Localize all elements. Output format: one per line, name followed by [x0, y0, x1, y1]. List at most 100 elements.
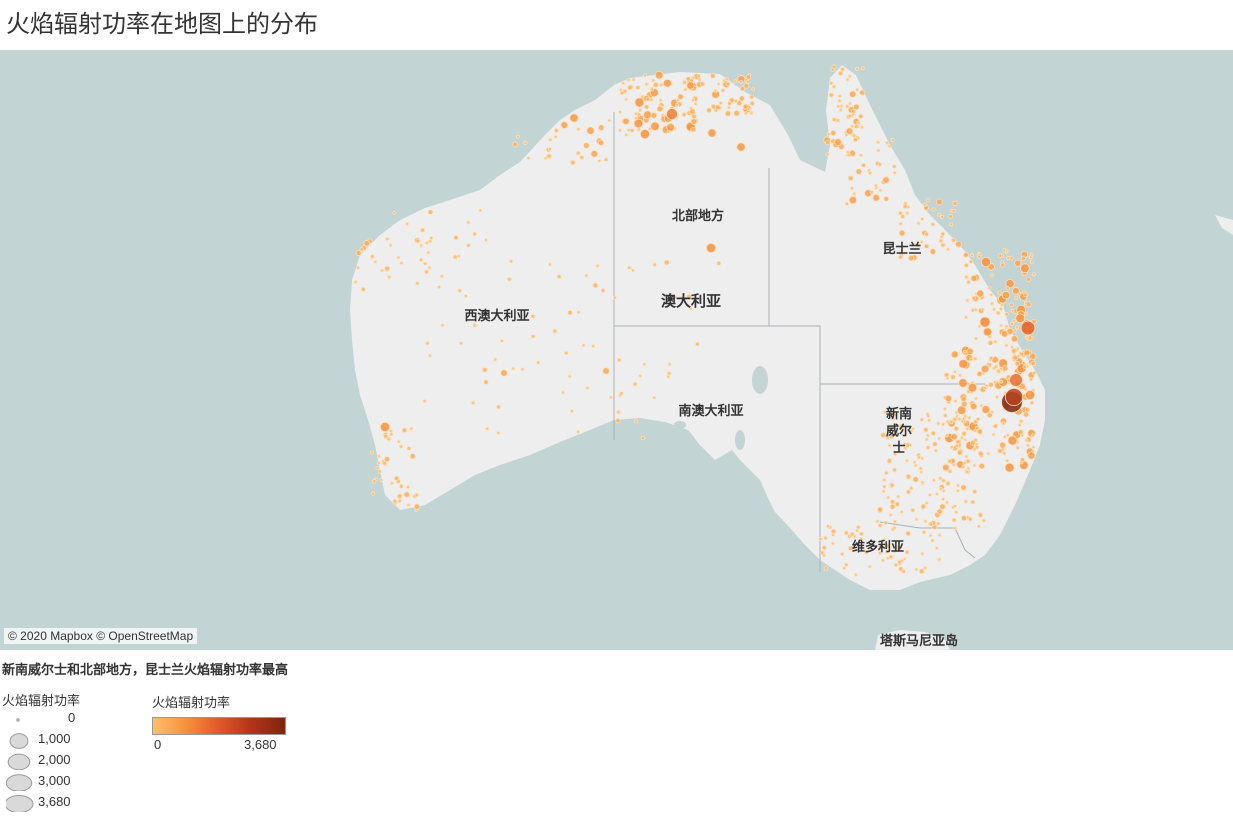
fire-point[interactable] [845, 77, 850, 82]
fire-point[interactable] [736, 100, 743, 107]
fire-point[interactable] [912, 460, 917, 465]
fire-point[interactable] [749, 94, 755, 100]
fire-point[interactable] [884, 549, 889, 554]
fire-point[interactable] [1020, 263, 1030, 274]
fire-point[interactable] [860, 66, 865, 71]
fire-point[interactable] [383, 456, 390, 463]
fire-point[interactable] [849, 531, 855, 537]
fire-point[interactable] [413, 503, 421, 510]
fire-point[interactable] [560, 121, 569, 129]
fire-point[interactable] [686, 293, 692, 300]
fire-point[interactable] [724, 77, 729, 81]
fire-point[interactable] [920, 551, 925, 556]
fire-point[interactable] [877, 162, 882, 167]
fire-point[interactable] [949, 222, 954, 227]
fire-point[interactable] [925, 445, 931, 450]
fire-point[interactable] [1010, 335, 1019, 343]
fire-point[interactable] [989, 292, 994, 297]
fire-point[interactable] [973, 356, 978, 361]
fire-point[interactable] [941, 478, 946, 484]
fire-point[interactable] [458, 341, 463, 346]
fire-point[interactable] [1006, 433, 1010, 438]
fire-point[interactable] [1004, 343, 1009, 348]
fire-point[interactable] [821, 545, 827, 551]
fire-point[interactable] [965, 426, 970, 431]
fire-point[interactable] [403, 491, 411, 498]
fire-point[interactable] [396, 439, 401, 444]
fire-point[interactable] [553, 128, 559, 133]
fire-point[interactable] [950, 433, 958, 441]
fire-point[interactable] [360, 286, 366, 292]
fire-point[interactable] [1029, 400, 1035, 406]
fire-point[interactable] [386, 436, 391, 442]
fire-point[interactable] [905, 473, 912, 480]
fire-point[interactable] [855, 525, 861, 530]
fire-point[interactable] [714, 104, 721, 111]
fire-point[interactable] [380, 268, 384, 273]
fire-point[interactable] [854, 66, 859, 71]
fire-point[interactable] [867, 168, 871, 173]
fire-point[interactable] [954, 414, 959, 419]
fire-point[interactable] [751, 87, 756, 92]
fire-point[interactable] [997, 253, 1003, 258]
fire-point[interactable] [591, 344, 596, 348]
fire-point[interactable] [974, 336, 979, 341]
fire-point[interactable] [1024, 406, 1031, 413]
fire-point[interactable] [867, 564, 872, 569]
fire-point[interactable] [914, 567, 919, 572]
fire-point[interactable] [627, 265, 632, 270]
fire-point[interactable] [934, 546, 939, 551]
fire-point[interactable] [452, 254, 458, 260]
fire-point[interactable] [440, 323, 445, 328]
fire-point[interactable] [923, 243, 930, 249]
fire-point[interactable] [689, 108, 696, 115]
fire-point[interactable] [1002, 451, 1007, 456]
fire-point[interactable] [385, 236, 390, 242]
fire-point[interactable] [864, 549, 869, 555]
fire-point[interactable] [977, 450, 984, 457]
fire-point[interactable] [627, 85, 633, 91]
fire-point[interactable] [905, 211, 910, 216]
fire-point[interactable] [840, 66, 845, 72]
fire-point[interactable] [600, 288, 606, 294]
fire-point[interactable] [1031, 433, 1036, 438]
fire-point[interactable] [831, 84, 837, 89]
fire-point[interactable] [842, 566, 847, 571]
fire-point[interactable] [388, 429, 393, 434]
fire-point[interactable] [958, 378, 968, 388]
fire-point[interactable] [931, 207, 936, 212]
fire-point[interactable] [898, 210, 903, 216]
fire-point[interactable] [643, 73, 648, 78]
fire-point[interactable] [710, 73, 716, 79]
fire-point[interactable] [727, 105, 732, 110]
fire-point[interactable] [883, 195, 890, 202]
fire-point[interactable] [1024, 389, 1036, 401]
fire-point[interactable] [892, 519, 897, 524]
fire-point[interactable] [547, 147, 552, 151]
fire-point[interactable] [631, 268, 635, 273]
fire-point[interactable] [595, 263, 600, 268]
fire-point[interactable] [478, 208, 483, 213]
fire-point[interactable] [683, 87, 688, 92]
fire-point[interactable] [982, 327, 993, 337]
fire-point[interactable] [749, 111, 754, 116]
fire-point[interactable] [1014, 360, 1021, 367]
fire-point[interactable] [615, 417, 621, 424]
fire-point[interactable] [818, 536, 823, 541]
fire-point[interactable] [1014, 259, 1022, 267]
fire-point[interactable] [1005, 279, 1015, 289]
fire-point[interactable] [398, 483, 404, 489]
fire-point[interactable] [745, 79, 750, 84]
fire-point[interactable] [585, 386, 590, 390]
fire-point[interactable] [971, 295, 977, 301]
fire-point[interactable] [406, 485, 411, 490]
fire-point[interactable] [979, 403, 984, 408]
fire-point[interactable] [830, 129, 837, 137]
fire-point[interactable] [968, 259, 974, 264]
fire-point[interactable] [567, 374, 572, 379]
fire-point[interactable] [379, 478, 384, 482]
fire-point[interactable] [496, 431, 501, 435]
fire-point[interactable] [892, 170, 897, 175]
fire-point[interactable] [638, 108, 643, 113]
fire-point[interactable] [826, 524, 830, 529]
